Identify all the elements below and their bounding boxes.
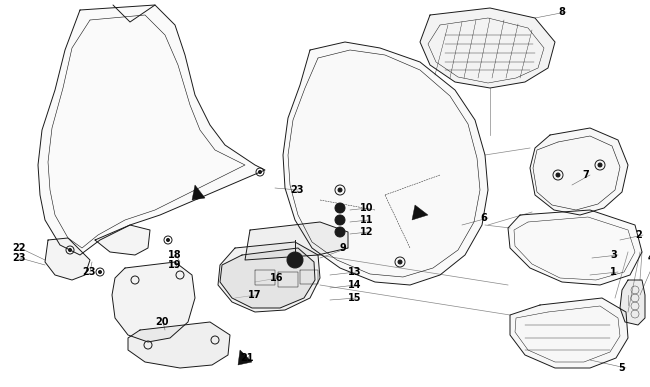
Circle shape bbox=[335, 203, 345, 213]
Polygon shape bbox=[245, 222, 348, 260]
Text: 15: 15 bbox=[348, 293, 361, 303]
Text: 1: 1 bbox=[610, 267, 617, 277]
Text: 23: 23 bbox=[12, 253, 25, 263]
Polygon shape bbox=[510, 298, 628, 368]
Text: 10: 10 bbox=[360, 203, 374, 213]
Text: 6: 6 bbox=[480, 213, 487, 223]
Circle shape bbox=[287, 252, 303, 268]
Circle shape bbox=[556, 173, 560, 177]
Polygon shape bbox=[38, 5, 265, 255]
Text: 7: 7 bbox=[582, 170, 589, 180]
Circle shape bbox=[598, 163, 602, 167]
Polygon shape bbox=[412, 205, 428, 220]
Text: 17: 17 bbox=[248, 290, 261, 300]
Circle shape bbox=[338, 218, 342, 222]
Circle shape bbox=[99, 271, 101, 274]
Polygon shape bbox=[420, 8, 555, 88]
Text: 22: 22 bbox=[12, 243, 25, 253]
Circle shape bbox=[68, 248, 72, 252]
Text: 19: 19 bbox=[168, 260, 181, 270]
Circle shape bbox=[259, 171, 261, 173]
Text: 16: 16 bbox=[270, 273, 283, 283]
Text: 13: 13 bbox=[348, 267, 361, 277]
Polygon shape bbox=[220, 248, 315, 308]
Polygon shape bbox=[112, 262, 195, 342]
Text: 20: 20 bbox=[155, 317, 168, 327]
Text: 2: 2 bbox=[635, 230, 642, 240]
Polygon shape bbox=[530, 128, 628, 215]
Polygon shape bbox=[192, 185, 205, 200]
Circle shape bbox=[338, 230, 342, 234]
Text: 23: 23 bbox=[82, 267, 96, 277]
Text: 14: 14 bbox=[348, 280, 361, 290]
Polygon shape bbox=[620, 280, 645, 325]
Polygon shape bbox=[283, 42, 488, 285]
Circle shape bbox=[166, 238, 170, 241]
Circle shape bbox=[398, 260, 402, 264]
Circle shape bbox=[335, 227, 345, 237]
Polygon shape bbox=[45, 238, 90, 280]
Polygon shape bbox=[508, 210, 642, 285]
Text: 12: 12 bbox=[360, 227, 374, 237]
Text: 23: 23 bbox=[290, 185, 304, 195]
Text: 4: 4 bbox=[648, 253, 650, 263]
Text: 3: 3 bbox=[610, 250, 617, 260]
Polygon shape bbox=[128, 322, 230, 368]
Polygon shape bbox=[218, 242, 320, 312]
Circle shape bbox=[338, 188, 342, 192]
Text: 5: 5 bbox=[618, 363, 625, 373]
Circle shape bbox=[335, 215, 345, 225]
Polygon shape bbox=[95, 225, 150, 255]
Text: 9: 9 bbox=[340, 243, 346, 253]
Text: 18: 18 bbox=[168, 250, 181, 260]
Text: 21: 21 bbox=[240, 353, 254, 363]
Text: 11: 11 bbox=[360, 215, 374, 225]
Circle shape bbox=[338, 206, 342, 210]
Polygon shape bbox=[238, 350, 252, 365]
Text: 8: 8 bbox=[558, 7, 565, 17]
